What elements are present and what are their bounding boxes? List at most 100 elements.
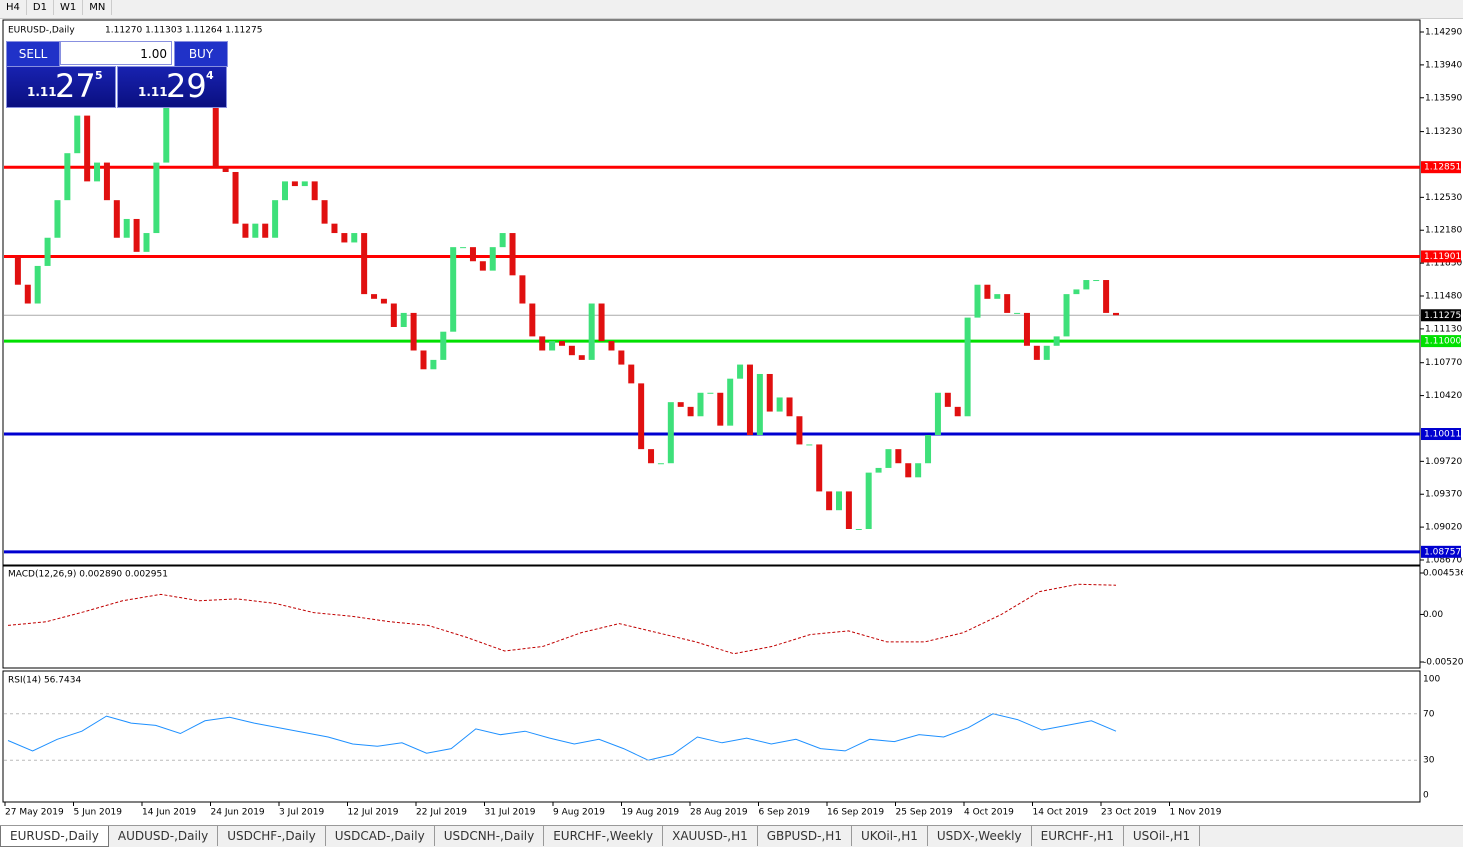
chart-tab[interactable]: EURUSD-,Daily xyxy=(0,826,109,847)
candle xyxy=(836,491,842,511)
candle xyxy=(1023,312,1030,346)
candle xyxy=(578,355,585,360)
x-tick-label: 27 May 2019 xyxy=(5,808,64,818)
candle xyxy=(1113,312,1119,316)
chart-title: EURUSD-,Daily xyxy=(8,26,75,36)
level-label: 1.08757 xyxy=(1424,547,1461,557)
chart-tab[interactable]: USOil-,H1 xyxy=(1124,826,1201,846)
candle xyxy=(272,200,279,238)
y-tick-label: 1.10770 xyxy=(1425,358,1462,368)
timeframe-button[interactable]: W1 xyxy=(54,0,84,15)
candle xyxy=(212,92,219,168)
candle xyxy=(895,449,902,464)
y-tick-label: 1.13230 xyxy=(1425,127,1462,137)
chart-tab[interactable]: UKOil-,H1 xyxy=(852,826,928,846)
timeframe-button[interactable]: MN xyxy=(83,0,113,15)
y-tick-label: 1.08670 xyxy=(1425,556,1462,566)
trade-panel: SELL 1.00 BUY 1.11 27 5 1.11 29 4 xyxy=(6,41,228,108)
chart-tab[interactable]: USDX-,Weekly xyxy=(928,826,1032,846)
candle xyxy=(420,350,427,370)
lot-input[interactable]: 1.00 xyxy=(60,41,172,65)
candle xyxy=(559,341,565,346)
candle xyxy=(469,247,476,262)
chart-tab[interactable]: XAUUSD-,H1 xyxy=(663,826,758,846)
candle xyxy=(529,303,536,337)
candle xyxy=(499,233,506,248)
candle xyxy=(608,341,615,351)
bid-box[interactable]: 1.11 27 5 xyxy=(6,66,116,108)
x-tick-label: 4 Oct 2019 xyxy=(964,808,1014,818)
x-tick-label: 5 Jun 2019 xyxy=(74,808,123,818)
chart-tab[interactable]: EURCHF-,H1 xyxy=(1032,826,1124,846)
candle xyxy=(440,331,447,360)
candle xyxy=(746,364,753,436)
chart-tab[interactable]: GBPUSD-,H1 xyxy=(758,826,852,846)
candle xyxy=(34,265,41,304)
candle xyxy=(479,261,486,271)
current-price-tag xyxy=(1421,309,1461,322)
ask-box[interactable]: 1.11 29 4 xyxy=(117,66,227,108)
candle xyxy=(489,247,496,271)
y-tick-label: 1.10420 xyxy=(1425,391,1462,401)
candle xyxy=(717,392,724,426)
sell-button[interactable]: SELL xyxy=(6,41,60,67)
candle xyxy=(628,364,635,384)
x-tick-label: 6 Sep 2019 xyxy=(759,808,811,818)
level-label: 1.11000 xyxy=(1424,337,1461,347)
candle xyxy=(509,233,516,276)
candle xyxy=(450,247,457,332)
candle xyxy=(539,336,546,351)
y-tick-label: 1.09370 xyxy=(1425,490,1462,500)
candle xyxy=(964,317,971,417)
macd-signal xyxy=(7,583,1117,655)
candle xyxy=(667,402,674,464)
x-tick-label: 19 Aug 2019 xyxy=(622,808,680,818)
candle xyxy=(361,233,368,295)
candle xyxy=(697,392,704,417)
candle xyxy=(380,298,387,304)
x-tick-label: 3 Jul 2019 xyxy=(279,808,324,818)
timeframe-button[interactable]: D1 xyxy=(27,0,54,15)
candle xyxy=(727,378,734,426)
chart-tab[interactable]: EURCHF-,Weekly xyxy=(544,826,664,846)
candle xyxy=(865,472,872,529)
macd-frame xyxy=(2,565,1421,669)
chart-tab[interactable]: AUDUSD-,Daily xyxy=(109,826,219,846)
candle xyxy=(766,373,773,412)
chart-tab[interactable]: USDCAD-,Daily xyxy=(326,826,435,846)
candle xyxy=(756,373,763,436)
candle xyxy=(1014,312,1021,314)
candle xyxy=(845,491,852,529)
candle xyxy=(103,162,110,201)
y-tick-label: 1.13590 xyxy=(1425,93,1462,103)
candle xyxy=(84,115,91,182)
candle xyxy=(242,223,249,238)
candle xyxy=(944,392,951,407)
chart-tab[interactable]: USDCNH-,Daily xyxy=(435,826,545,846)
candle xyxy=(262,223,269,238)
candle xyxy=(143,233,150,252)
candle xyxy=(677,402,684,407)
timeframe-button[interactable]: H4 xyxy=(0,0,27,15)
candle xyxy=(1073,289,1080,295)
candle xyxy=(905,463,912,478)
x-tick-label: 28 Aug 2019 xyxy=(690,808,748,818)
y-tick-label: 1.12180 xyxy=(1425,226,1462,236)
bid-pip: 5 xyxy=(95,69,103,82)
buy-button[interactable]: BUY xyxy=(174,41,228,67)
candle xyxy=(796,416,803,445)
candle xyxy=(301,181,308,187)
candle xyxy=(826,491,833,511)
chart: EURUSD-,Daily 1.11270 1.11303 1.11264 1.… xyxy=(2,19,1463,818)
candle xyxy=(1103,280,1110,313)
candle xyxy=(113,200,120,238)
x-tick-label: 24 Jun 2019 xyxy=(211,808,265,818)
candle xyxy=(371,294,378,299)
candle xyxy=(776,397,783,412)
bid-small: 1.11 xyxy=(27,85,57,99)
candle xyxy=(153,162,160,234)
chart-tab[interactable]: USDCHF-,Daily xyxy=(218,826,326,846)
ask-small: 1.11 xyxy=(138,85,168,99)
candle xyxy=(232,171,239,224)
current-price-label: 1.11275 xyxy=(1424,311,1461,321)
